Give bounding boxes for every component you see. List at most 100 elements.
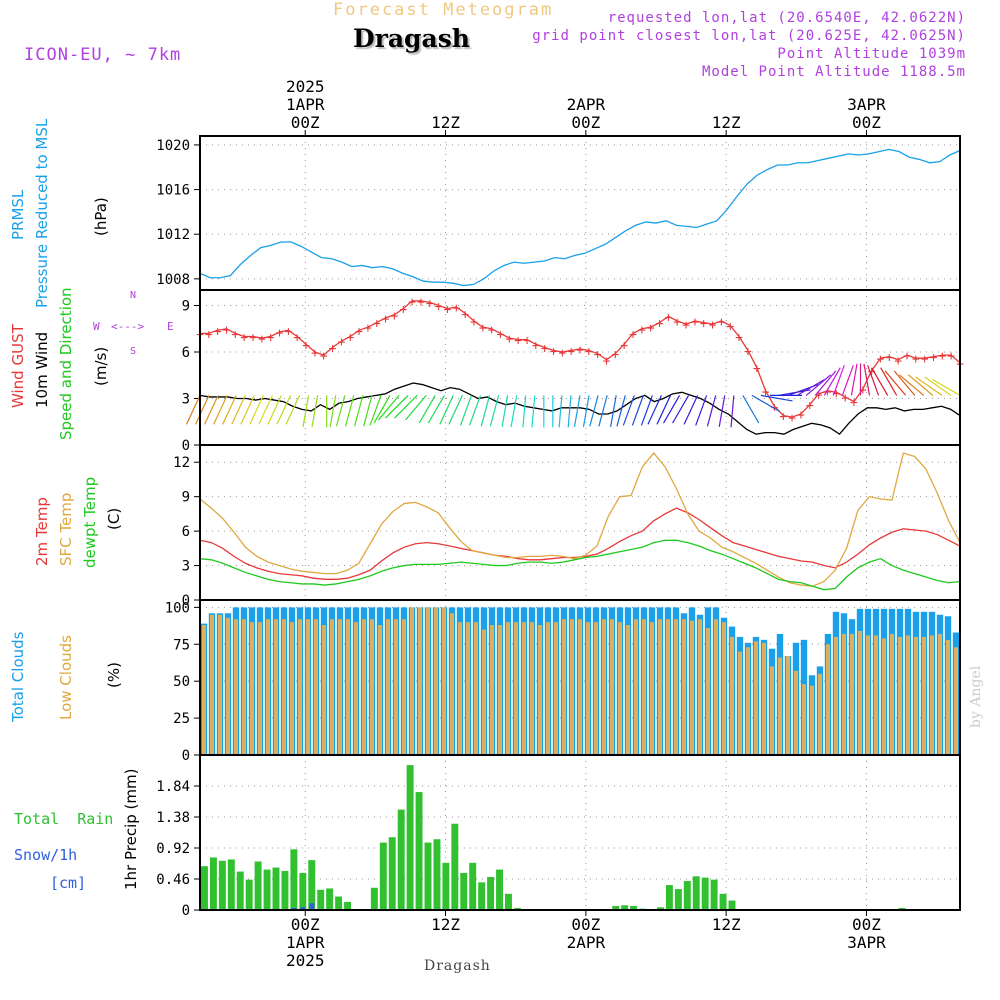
low-cloud-bar xyxy=(786,656,790,755)
y-tick-label: 0 xyxy=(182,903,190,919)
low-cloud-bar xyxy=(954,647,958,755)
gust-marker: + xyxy=(240,331,248,346)
gust-marker: + xyxy=(514,334,522,349)
gust-marker: + xyxy=(505,332,513,347)
wind-barb xyxy=(213,395,228,425)
gust-marker: + xyxy=(771,400,779,415)
pressure-line xyxy=(199,148,961,287)
low-cloud-bar xyxy=(466,622,470,755)
rain-bar xyxy=(719,893,727,910)
rain-bar xyxy=(692,876,700,910)
gust-marker: + xyxy=(497,327,505,342)
gust-marker: + xyxy=(762,385,770,400)
wind-barb xyxy=(610,395,617,428)
low-cloud-bar xyxy=(610,619,614,755)
wind-barb xyxy=(249,395,264,425)
low-cloud-bar xyxy=(306,619,310,755)
low-cloud-bar xyxy=(690,620,694,755)
low-cloud-bar xyxy=(410,607,414,755)
low-cloud-bar xyxy=(202,625,206,755)
low-cloud-bar xyxy=(826,644,830,755)
gust-marker: + xyxy=(293,331,301,346)
rain-bar xyxy=(460,872,468,910)
low-cloud-bar xyxy=(922,636,926,755)
gust-marker: + xyxy=(444,303,452,318)
model-label: ICON-EU, ~ 7km xyxy=(24,45,182,65)
wind-barb xyxy=(647,395,662,425)
wind-barb xyxy=(931,378,961,396)
wind-barb xyxy=(373,395,391,424)
gust-marker: + xyxy=(346,331,354,346)
low-cloud-bar xyxy=(274,619,278,755)
rain-bar xyxy=(290,849,298,910)
gust-marker: + xyxy=(664,310,672,325)
gust-marker: + xyxy=(629,327,637,342)
low-cloud-bar xyxy=(442,607,446,755)
time-hour-bottom: 00Z xyxy=(291,915,320,934)
low-cloud-bar xyxy=(290,622,294,755)
low-cloud-bar xyxy=(618,622,622,755)
rain-bar xyxy=(254,861,262,910)
gust-marker: + xyxy=(868,365,876,380)
wind-barb xyxy=(915,376,943,396)
low-cloud-bar xyxy=(498,625,502,755)
low-cloud-bar xyxy=(522,622,526,755)
rain-bar xyxy=(308,860,316,910)
gust-marker: + xyxy=(426,296,434,311)
low-cloud-bar xyxy=(762,642,766,755)
wind-barb xyxy=(363,395,373,427)
y-tick-label: 6 xyxy=(182,524,190,540)
low-cloud-bar xyxy=(266,619,270,755)
wind-barb xyxy=(335,395,346,427)
gust-marker: + xyxy=(523,334,531,349)
gust-marker: + xyxy=(682,318,690,333)
gust-marker: + xyxy=(558,346,566,361)
compass-e: E xyxy=(167,320,174,333)
low-cloud-bar xyxy=(770,666,774,755)
low-cloud-bar xyxy=(346,619,350,755)
compass-w: W xyxy=(93,320,100,333)
gust-marker: + xyxy=(832,386,840,401)
wind-barb xyxy=(796,378,826,396)
rain-bar xyxy=(227,859,235,910)
y-tick-label: 25 xyxy=(173,711,190,727)
wind-barb xyxy=(344,395,355,427)
precip-label-b: Snow/1h xyxy=(14,846,78,864)
low-cloud-bar xyxy=(682,619,686,755)
gust-marker: + xyxy=(709,318,717,333)
wind-barb xyxy=(742,395,760,424)
compass-s: S xyxy=(130,346,137,357)
low-cloud-bar xyxy=(314,619,318,755)
y-tick-label: 75 xyxy=(173,637,190,653)
low-cloud-bar xyxy=(818,673,822,755)
low-cloud-bar xyxy=(386,619,390,755)
rain-bar xyxy=(379,842,387,910)
gust-marker: + xyxy=(567,344,575,359)
rain-bar xyxy=(496,869,503,910)
low-cloud-bar xyxy=(482,629,486,755)
gust-marker: + xyxy=(267,331,275,346)
gust-marker: + xyxy=(391,309,399,324)
gust-marker: + xyxy=(753,362,761,377)
time-hour-top: 12Z xyxy=(712,113,741,132)
gust-marker: + xyxy=(320,349,328,364)
low-cloud-bar xyxy=(258,622,262,755)
rain-bar xyxy=(898,907,906,910)
low-cloud-bar xyxy=(746,647,750,755)
gust-marker: + xyxy=(877,352,885,367)
low-cloud-bar xyxy=(282,619,286,755)
gust-marker: + xyxy=(452,301,460,316)
wind-barb xyxy=(501,395,509,428)
gust-marker: + xyxy=(594,348,602,363)
temp-line-1 xyxy=(199,452,961,587)
low-cloud-bar xyxy=(554,622,558,755)
gust-marker: + xyxy=(691,315,699,330)
time-hour-top: 12Z xyxy=(431,113,460,132)
wind-barb xyxy=(924,376,952,396)
gust-marker: + xyxy=(231,327,239,342)
low-cloud-bar xyxy=(674,619,678,755)
gust-marker: + xyxy=(532,338,540,353)
wind-barb xyxy=(871,367,889,396)
low-cloud-bar xyxy=(850,633,854,755)
